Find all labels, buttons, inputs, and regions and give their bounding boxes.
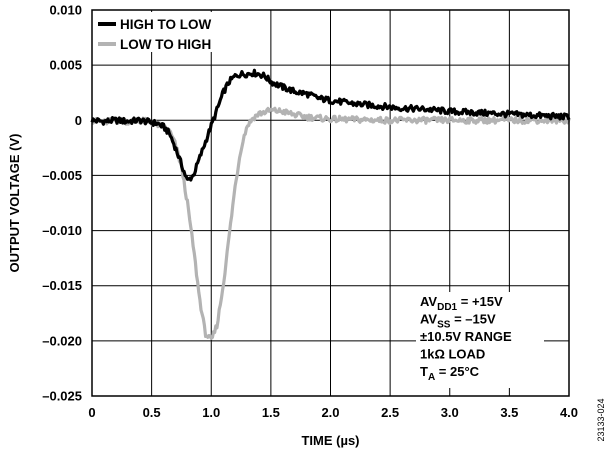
y-tick-label: –0.025 [42, 389, 82, 404]
annotation-line: 1kΩ LOAD [420, 347, 485, 362]
annotation-line: AVSS = –15V [420, 312, 496, 331]
legend: HIGH TO LOW LOW TO HIGH [94, 12, 244, 52]
x-tick-label: 0.5 [143, 405, 161, 420]
x-tick-label: 3.0 [441, 405, 459, 420]
legend-label-low-to-high: LOW TO HIGH [120, 37, 211, 52]
legend-background [94, 12, 244, 52]
y-tick-label: –0.005 [42, 168, 82, 183]
x-axis-title: TIME (µs) [301, 433, 359, 448]
x-tick-labels: 0 0.5 1.0 1.5 2.0 2.5 3.0 3.5 4.0 [88, 405, 578, 420]
y-tick-label: –0.020 [42, 333, 82, 348]
y-tick-label: 0.010 [49, 3, 82, 18]
figure-id: 23133-024 [596, 398, 606, 441]
annotation-line: TA = 25°C [420, 364, 480, 383]
y-tick-label: 0.005 [49, 58, 82, 73]
x-tick-label: 1.0 [202, 405, 220, 420]
x-tick-label: 2.5 [381, 405, 399, 420]
x-tick-label: 2.0 [321, 405, 339, 420]
annotation-line: ±10.5V RANGE [420, 329, 512, 344]
x-tick-label: 0 [88, 405, 95, 420]
annotation-line: AVDD1 = +15V [420, 294, 503, 313]
x-tick-label: 4.0 [560, 405, 578, 420]
x-tick-label: 1.5 [262, 405, 280, 420]
annotation-background [416, 292, 544, 388]
y-tick-label: 0 [75, 113, 82, 128]
series-line-0 [90, 68, 571, 182]
legend-label-high-to-low: HIGH TO LOW [120, 17, 212, 32]
y-tick-label: –0.010 [42, 223, 82, 238]
plot-frame [91, 9, 570, 397]
y-tick-label: –0.015 [42, 278, 82, 293]
series-layer [90, 68, 571, 340]
y-tick-labels: 0.010 0.005 0 –0.005 –0.010 –0.015 –0.020 –0.02… [42, 3, 82, 404]
x-tick-label: 3.5 [500, 405, 518, 420]
y-axis-title: OUTPUT VOLTAGE (V) [7, 134, 22, 273]
